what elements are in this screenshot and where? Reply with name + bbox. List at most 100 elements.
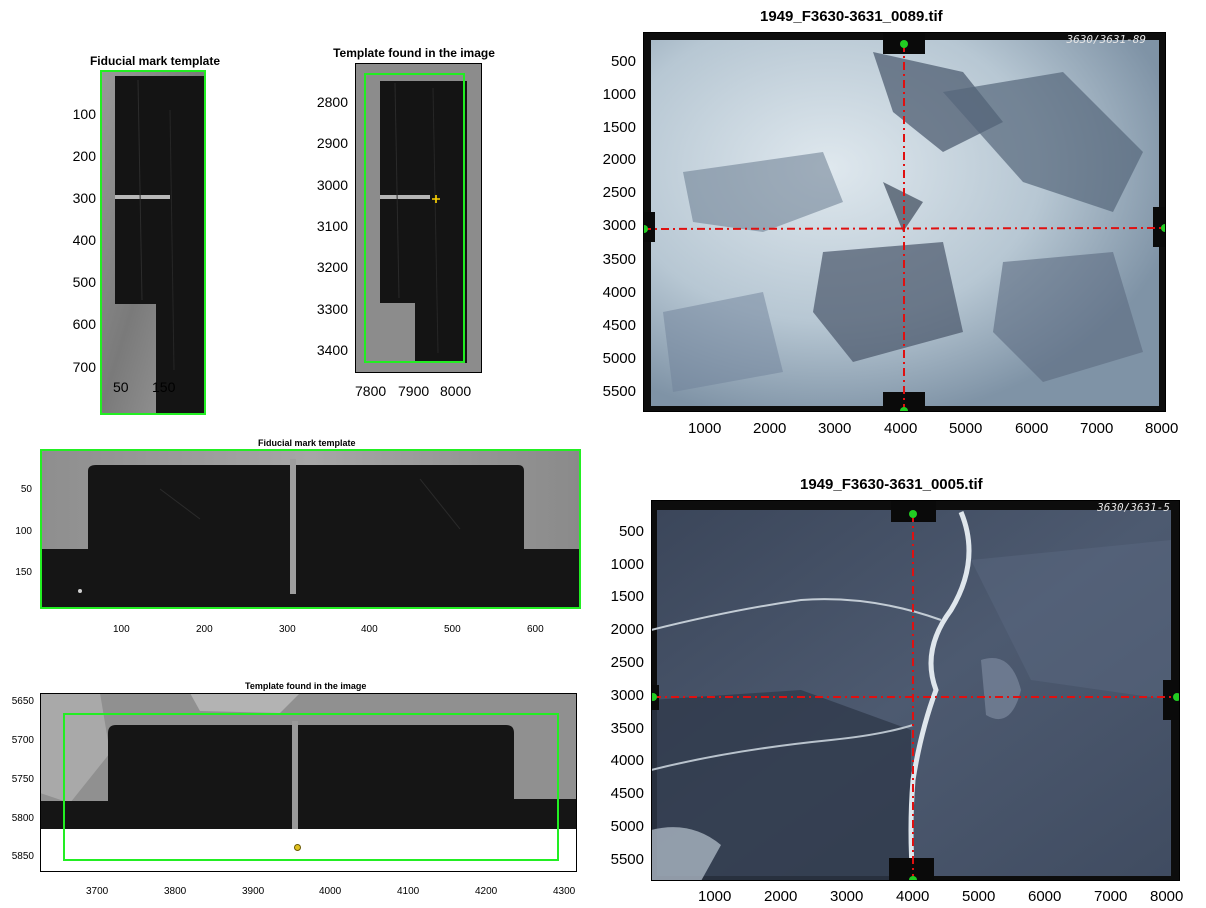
x-tick: 3000: [818, 420, 852, 437]
x-tick: 7800: [355, 383, 387, 399]
x-tick: 1000: [698, 888, 732, 905]
panel-title: Fiducial mark template: [258, 438, 356, 448]
aerial-photo-0005-graphic: [651, 500, 1180, 881]
y-tick: 2500: [610, 654, 644, 671]
x-tick: 7900: [398, 383, 430, 399]
x-tick: 2000: [764, 888, 798, 905]
x-tick: 100: [113, 624, 130, 635]
aerial-photo-0089: 3630/3631-89: [643, 32, 1166, 412]
y-tick: 3000: [602, 217, 636, 234]
y-tick: 3200: [316, 259, 348, 275]
match-center-marker-wide: [294, 844, 301, 851]
template-image-wide: [40, 449, 581, 609]
panel-title: Fiducial mark template: [89, 54, 221, 68]
x-tick: 6000: [1015, 420, 1049, 437]
x-tick: 200: [196, 624, 213, 635]
y-tick: 5000: [610, 818, 644, 835]
y-tick: 3300: [316, 301, 348, 317]
y-tick: 5750: [11, 774, 34, 785]
x-tick: 600: [527, 624, 544, 635]
y-tick: 3500: [610, 720, 644, 737]
x-tick: 3800: [164, 886, 187, 897]
y-tick: 3100: [316, 218, 348, 234]
y-tick: 5850: [11, 851, 34, 862]
y-tick: 4000: [602, 284, 636, 301]
y-tick: 2900: [316, 135, 348, 151]
y-tick: 200: [72, 148, 96, 164]
panel-fiducial-template-vertical: Fiducial mark template: [60, 48, 220, 415]
y-tick: 2000: [602, 151, 636, 168]
x-tick: 1000: [688, 420, 722, 437]
panel-title: Template found in the image: [245, 681, 367, 691]
x-tick: 5000: [949, 420, 983, 437]
x-tick: 6000: [1028, 888, 1062, 905]
y-tick: 5500: [602, 383, 636, 400]
y-tick: 50: [20, 484, 32, 495]
x-tick: 4300: [553, 886, 576, 897]
x-tick: 300: [279, 624, 296, 635]
template-image-graphic: [100, 70, 206, 415]
y-tick: 700: [72, 359, 96, 375]
x-tick: 2000: [753, 420, 787, 437]
y-tick: 300: [72, 190, 96, 206]
y-tick: 400: [72, 232, 96, 248]
y-tick: 4500: [602, 317, 636, 334]
y-tick: 5000: [602, 350, 636, 367]
y-tick: 4500: [610, 785, 644, 802]
x-tick: 4000: [884, 420, 918, 437]
x-tick: 8000: [440, 383, 472, 399]
corner-annotation: 3630/3631-5: [1097, 501, 1170, 514]
corner-annotation: 3630/3631-89: [1066, 33, 1146, 46]
x-tick: 5000: [962, 888, 996, 905]
y-tick: 600: [72, 316, 96, 332]
aerial-photo-0005: 3630/3631-5: [651, 500, 1180, 881]
y-tick: 100: [15, 526, 32, 537]
x-tick: 7000: [1080, 420, 1114, 437]
x-tick: 3000: [830, 888, 864, 905]
found-template-graphic: [355, 63, 482, 373]
y-tick: 1500: [610, 588, 644, 605]
y-tick: 1500: [602, 119, 636, 136]
x-tick: 3900: [242, 886, 265, 897]
x-tick: 4000: [319, 886, 342, 897]
found-template-image-wide: [40, 693, 577, 872]
aerial-photo-0089-graphic: [643, 32, 1166, 412]
y-tick: 2800: [316, 94, 348, 110]
panel-title-0089: 1949_F3630-3631_0089.tif: [760, 8, 943, 25]
match-center-marker: [432, 195, 440, 203]
found-template-image: [355, 63, 482, 373]
x-tick: 4200: [475, 886, 498, 897]
x-tick: 400: [361, 624, 378, 635]
y-tick: 3000: [316, 177, 348, 193]
panel-template-found-vertical: Template found in the image: [300, 46, 520, 406]
x-tick: 500: [444, 624, 461, 635]
x-tick: 4000: [896, 888, 930, 905]
y-tick: 5650: [11, 696, 34, 707]
y-tick: 1000: [610, 556, 644, 573]
x-tick: 8000: [1145, 420, 1179, 437]
x-tick: 8000: [1150, 888, 1184, 905]
x-tick: 3700: [86, 886, 109, 897]
y-tick: 2500: [602, 184, 636, 201]
y-tick: 500: [618, 523, 644, 540]
panel-title-0005: 1949_F3630-3631_0005.tif: [800, 476, 983, 493]
y-tick: 5800: [11, 813, 34, 824]
template-image: [100, 70, 206, 415]
y-tick: 4000: [610, 752, 644, 769]
y-tick: 500: [610, 53, 636, 70]
x-tick: 150: [152, 379, 176, 395]
panel-title: Template found in the image: [333, 46, 495, 60]
y-tick: 1000: [602, 86, 636, 103]
x-tick: 4100: [397, 886, 420, 897]
y-tick: 3400: [316, 342, 348, 358]
y-tick: 3000: [610, 687, 644, 704]
y-tick: 3500: [602, 251, 636, 268]
y-tick: 500: [72, 274, 96, 290]
y-tick: 2000: [610, 621, 644, 638]
x-tick: 50: [113, 379, 129, 395]
y-tick: 5500: [610, 851, 644, 868]
y-tick: 5700: [11, 735, 34, 746]
y-tick: 100: [72, 106, 96, 122]
template-image-wide-graphic: [40, 449, 581, 609]
found-template-wide-graphic: [40, 693, 577, 872]
